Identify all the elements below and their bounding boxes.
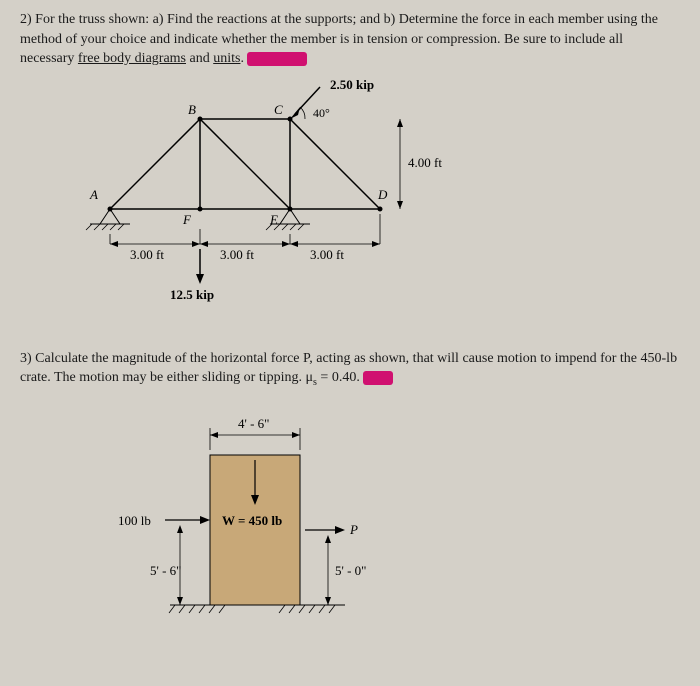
problem-3-number: 3) [20,351,32,366]
label-C: C [274,102,283,117]
problem-2-end: . [240,51,247,66]
truss-diagram: A B C D E F 2.50 kip 40° 4.00 ft 3.00 ft… [80,79,480,319]
redaction-mark-2 [363,371,393,385]
load-top: 2.50 kip [330,79,374,92]
crate-diagram: 4' - 6" W = 450 lb 100 lb P 5' - 6" 5' -… [110,400,430,640]
force-right-label: P [349,522,358,537]
label-F: F [182,212,192,227]
height-left-label: 5' - 6" [150,563,181,578]
problem-2-number: 2) [20,12,32,27]
load-bottom: 12.5 kip [170,287,214,302]
problem-2-underline-1: free body diagrams [78,51,186,66]
truss-figure: A B C D E F 2.50 kip 40° 4.00 ft 3.00 ft… [80,79,680,319]
span2-label: 3.00 ft [220,247,254,262]
angle-label: 40° [313,106,330,120]
redaction-mark [247,52,307,66]
problem-3: 3) Calculate the magnitude of the horizo… [20,349,680,640]
problem-2-and: and [186,51,213,66]
height-label: 4.00 ft [408,155,442,170]
force-left-label: 100 lb [118,513,151,528]
problem-3-text: 3) Calculate the magnitude of the horizo… [20,349,680,390]
label-A: A [89,187,98,202]
width-label: 4' - 6" [238,416,269,431]
problem-2-underline-2: units [213,51,240,66]
crate-figure: 4' - 6" W = 450 lb 100 lb P 5' - 6" 5' -… [80,400,680,640]
problem-2-text: 2) For the truss shown: a) Find the reac… [20,10,680,69]
span3-label: 3.00 ft [310,247,344,262]
span1-label: 3.00 ft [130,247,164,262]
weight-label: W = 450 lb [222,513,282,528]
label-E: E [269,212,278,227]
problem-3-text-2: = 0.40. [317,370,363,385]
label-B: B [188,102,196,117]
problem-2: 2) For the truss shown: a) Find the reac… [20,10,680,319]
label-D: D [377,187,388,202]
height-right-label: 5' - 0" [335,563,366,578]
